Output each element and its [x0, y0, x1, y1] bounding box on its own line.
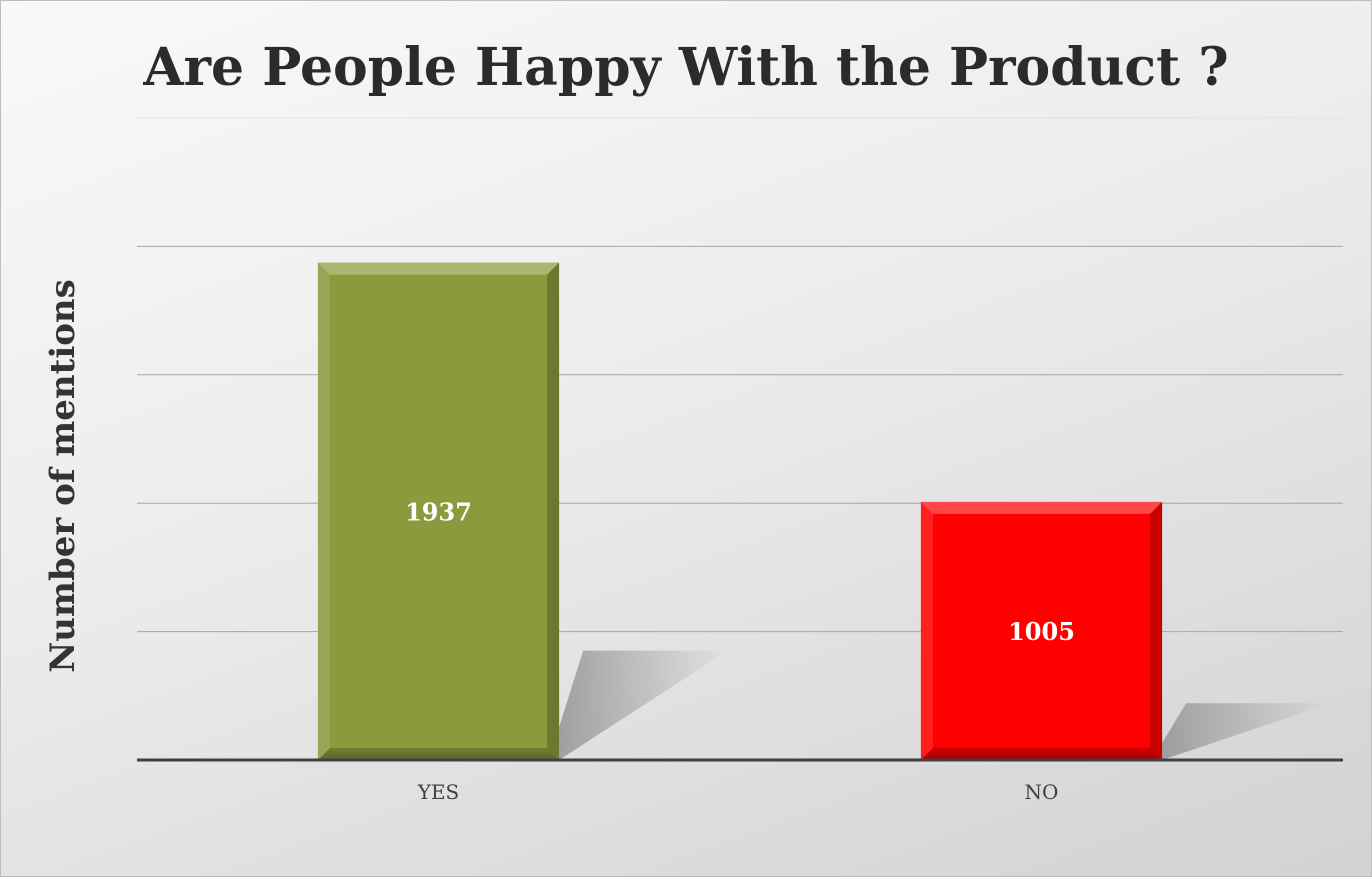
labels: 1937 YES 1005 NO	[405, 497, 1075, 804]
x-tick-label: NO	[1025, 780, 1059, 804]
bar-bevel-right	[547, 262, 560, 760]
bar-yes	[317, 262, 560, 760]
bar-no	[920, 501, 1163, 760]
bar-bevel-right	[1150, 501, 1163, 760]
bar-shadows	[559, 650, 1331, 760]
bar-body	[920, 501, 1163, 760]
bar-bevel-left	[317, 262, 330, 760]
bar-shadow	[559, 650, 728, 760]
bar-bevel-top	[920, 501, 1163, 514]
bar-bevel-top	[317, 262, 560, 275]
data-label: 1005	[1008, 617, 1075, 646]
bar-bevel-bottom	[920, 748, 1163, 760]
bars	[317, 262, 1163, 760]
bar-body	[317, 262, 560, 760]
bar-bevel-bottom	[317, 748, 560, 760]
bar-shadow	[1162, 703, 1331, 760]
data-label: 1937	[405, 497, 472, 526]
x-tick-label: YES	[417, 780, 460, 804]
bar-bevel-left	[920, 501, 933, 760]
chart-title: Are People Happy With the Product ?	[143, 37, 1229, 98]
